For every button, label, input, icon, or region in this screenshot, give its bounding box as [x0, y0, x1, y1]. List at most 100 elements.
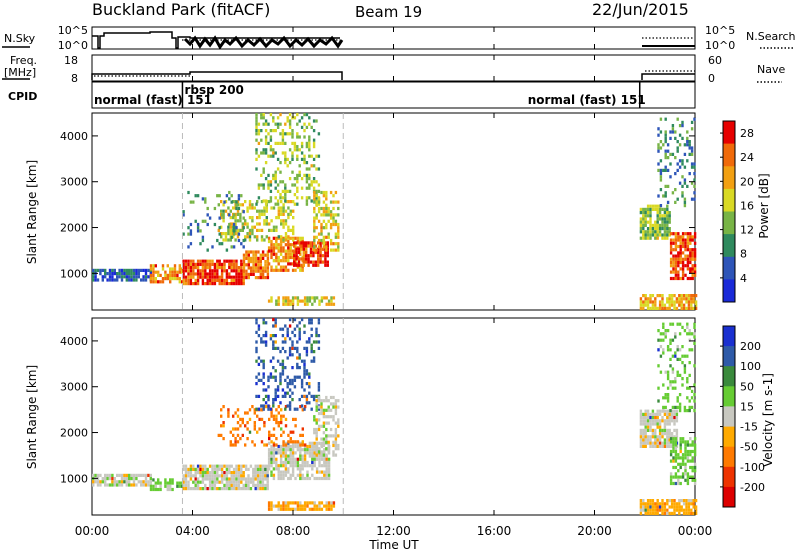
echo-cell — [684, 469, 687, 473]
echo-cell — [315, 394, 318, 398]
echo-cell — [313, 441, 316, 445]
echo-cell — [274, 186, 277, 190]
echo-cell — [92, 483, 95, 487]
echo-cell — [664, 335, 667, 339]
echo-cell — [301, 467, 304, 471]
echo-cell — [187, 232, 190, 236]
echo-cell — [104, 483, 107, 487]
echo-cell — [128, 275, 131, 279]
echo-cell — [140, 268, 143, 272]
echo-cell — [296, 265, 300, 269]
echo-cell — [279, 401, 282, 405]
echo-cell — [680, 294, 683, 298]
echo-cell — [644, 422, 647, 426]
echo-cell — [639, 412, 643, 416]
echo-cell — [247, 276, 250, 280]
echo-cell — [225, 477, 229, 481]
echo-cell — [284, 448, 288, 452]
echo-cell — [683, 165, 687, 169]
echo-cell — [220, 487, 224, 491]
echo-cell — [322, 245, 326, 249]
echo-cell — [182, 262, 185, 266]
echo-cell — [651, 505, 655, 509]
echo-cell — [305, 125, 309, 129]
echo-cell — [257, 250, 260, 254]
echo-cell — [654, 428, 657, 432]
echo-cell — [184, 266, 188, 270]
echo-cell — [282, 268, 285, 272]
echo-cell — [264, 340, 268, 344]
echo-cell — [284, 340, 287, 344]
echo-cell — [293, 378, 297, 382]
echo-cell — [318, 504, 321, 508]
echo-cell — [254, 487, 257, 491]
echo-cell — [322, 399, 326, 403]
echo-cell — [196, 272, 200, 276]
echo-cell — [666, 373, 670, 377]
echo-cell — [298, 356, 301, 360]
echo-cell — [272, 334, 275, 338]
echo-cell — [171, 487, 174, 492]
echo-cell — [284, 454, 288, 458]
echo-cell — [277, 296, 280, 300]
echo-cell — [681, 377, 684, 381]
echo-cell — [269, 196, 273, 200]
echo-cell — [666, 412, 669, 416]
echo-cell — [686, 235, 690, 239]
echo-cell — [125, 483, 128, 487]
echo-cell — [300, 378, 304, 382]
echo-cell — [687, 508, 691, 512]
echo-cell — [649, 428, 652, 432]
echo-cell — [291, 299, 295, 303]
echo-cell — [270, 440, 273, 444]
echo-cell — [237, 278, 241, 282]
echo-cell — [691, 449, 694, 454]
echo-cell — [284, 232, 288, 236]
echo-cell — [224, 209, 228, 213]
echo-cell — [673, 419, 676, 423]
echo-cell — [656, 438, 659, 442]
echo-cell — [321, 247, 325, 251]
echo-cell — [309, 260, 313, 264]
echo-cell — [287, 457, 290, 461]
echo-cell — [666, 306, 669, 310]
echo-cell — [279, 141, 282, 145]
echo-cell — [671, 191, 675, 195]
echo-cell — [315, 213, 318, 217]
echo-cell — [259, 260, 262, 264]
echo-cell — [681, 325, 684, 329]
echo-cell — [196, 269, 200, 273]
echo-cell — [101, 477, 104, 481]
echo-cell — [275, 457, 278, 461]
echo-cell — [194, 480, 197, 484]
echo-cell — [289, 507, 292, 511]
echo-cell — [300, 125, 304, 129]
echo-cell — [276, 141, 280, 145]
echo-cell — [281, 129, 285, 133]
echo-cell — [329, 216, 333, 220]
echo-cell — [318, 299, 321, 303]
echo-cell — [222, 424, 225, 428]
echo-cell — [287, 504, 290, 508]
echo-cell — [154, 280, 157, 284]
echo-cell — [649, 230, 652, 234]
echo-cell — [327, 440, 330, 444]
echo-cell — [182, 232, 185, 236]
echo-cell — [334, 248, 338, 252]
echo-cell — [693, 383, 696, 387]
echo-cell — [301, 473, 304, 477]
echo-cell — [108, 483, 112, 487]
echo-cell — [257, 276, 260, 280]
echo-cell — [644, 511, 647, 515]
echo-cell — [232, 262, 236, 266]
echo-cell — [315, 399, 318, 403]
echo-cell — [277, 255, 280, 260]
echo-cell — [230, 245, 233, 249]
echo-cell — [247, 480, 250, 484]
echo-cell — [120, 272, 124, 276]
echo-cell — [313, 219, 316, 223]
nsky-label: N.Sky — [4, 32, 36, 45]
echo-cell — [275, 414, 278, 418]
echo-cell — [317, 247, 320, 251]
